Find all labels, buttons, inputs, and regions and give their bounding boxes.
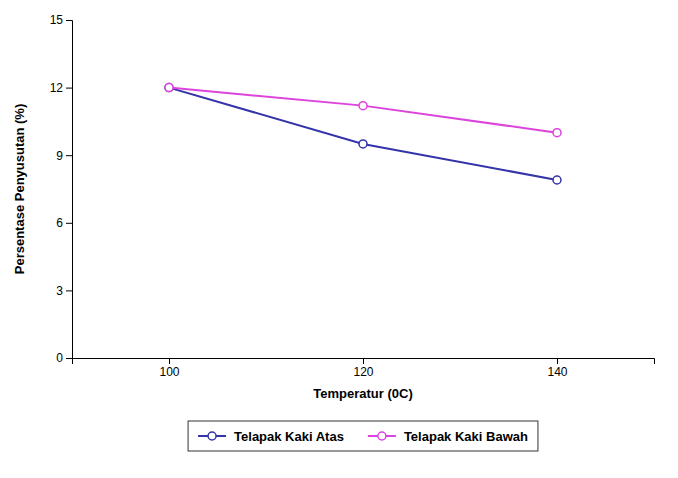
- tick-label: 100: [159, 365, 179, 379]
- tick-label: 140: [547, 365, 567, 379]
- line: [169, 88, 557, 180]
- tick: 140: [547, 358, 567, 379]
- tick-label: 3: [56, 284, 63, 298]
- legend-marker: [208, 432, 216, 440]
- point: [165, 84, 173, 92]
- tick-mark: [66, 88, 72, 89]
- tick: 15: [50, 13, 72, 27]
- x-axis-title: Temperatur (0C): [313, 386, 412, 401]
- tick-mark: [66, 290, 72, 291]
- marks: [165, 84, 561, 184]
- tick-label: 12: [50, 81, 64, 95]
- tick-mark: [169, 358, 170, 364]
- tick-mark: [66, 223, 72, 224]
- tick: 120: [353, 358, 373, 379]
- legend-item: Telapak Kaki Bawah: [368, 429, 528, 444]
- tick: 12: [50, 81, 72, 95]
- y-axis-title: Persentase Penyusutan (%): [12, 104, 27, 275]
- legend-marker: [378, 432, 386, 440]
- plot: 100 120 140 0 3 6 9 12 15 Temperatur (0C) Persenta…: [12, 13, 655, 401]
- point: [359, 140, 367, 148]
- point: [165, 84, 173, 92]
- point: [553, 129, 561, 137]
- x-axis: 100 120 140: [73, 358, 655, 379]
- legend-box: [188, 421, 538, 451]
- series: [165, 84, 561, 184]
- tick: 100: [159, 358, 179, 379]
- tick: 9: [56, 149, 72, 163]
- axis-line: [73, 359, 655, 365]
- tick-mark: [363, 358, 364, 364]
- legend-item: Telapak Kaki Atas: [198, 429, 344, 444]
- line: [169, 88, 557, 133]
- tick-label: 120: [353, 365, 373, 379]
- tick-mark: [66, 155, 72, 156]
- legend: Telapak Kaki Atas Telapak Kaki Bawah: [188, 421, 538, 451]
- tick: 6: [56, 216, 72, 230]
- tick-mark: [66, 20, 72, 21]
- axis-line: [66, 21, 73, 359]
- chart: 100 120 140 0 3 6 9 12 15 Temperatur (0C) Persenta…: [0, 0, 678, 478]
- legend-label: Telapak Kaki Bawah: [404, 429, 528, 444]
- legend-label: Telapak Kaki Atas: [234, 429, 344, 444]
- tick: 3: [56, 284, 72, 298]
- y-axis: 0 3 6 9 12 15: [50, 13, 73, 365]
- point: [553, 176, 561, 184]
- tick: 0: [56, 351, 72, 365]
- tick-label: 0: [56, 351, 63, 365]
- series: [165, 84, 561, 137]
- tick-mark: [557, 358, 558, 364]
- tick-mark: [66, 358, 72, 359]
- tick-label: 15: [50, 13, 64, 27]
- tick-label: 6: [56, 216, 63, 230]
- tick-label: 9: [56, 149, 63, 163]
- point: [359, 102, 367, 110]
